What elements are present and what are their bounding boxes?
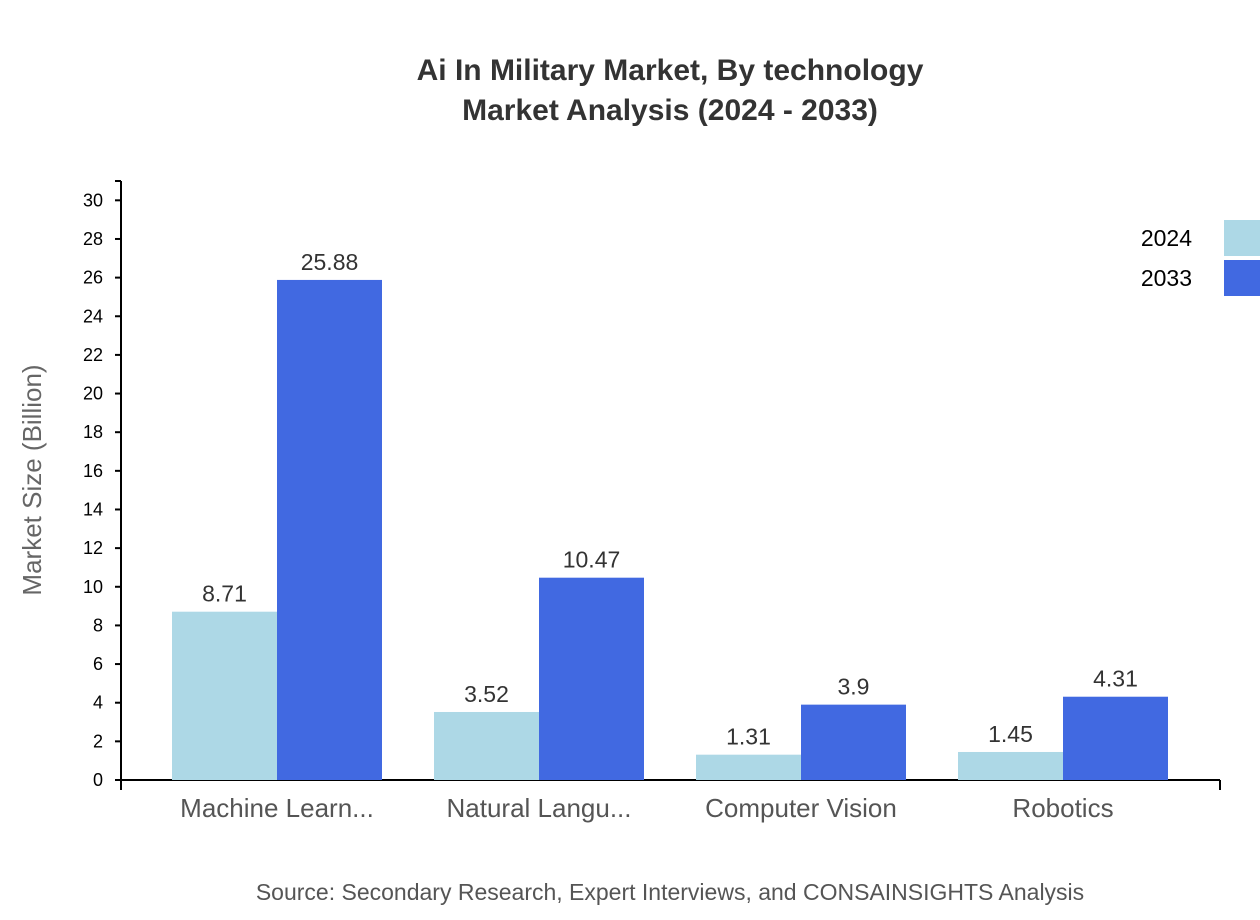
y-tick-label: 4 xyxy=(93,693,103,713)
y-tick-label: 6 xyxy=(93,654,103,674)
legend-label: 2024 xyxy=(1141,225,1192,251)
chart-title: Ai In Military Market, By technology xyxy=(417,54,924,87)
bars: 8.71 25.88 3.52 10.47 1.31 3.9 1.45 4.31 xyxy=(172,249,1168,780)
y-tick-label: 8 xyxy=(93,615,103,635)
y-axis-label: Market Size (Billion) xyxy=(17,364,47,595)
legend-label: 2033 xyxy=(1141,265,1192,291)
x-tick-label: Natural Langu... xyxy=(446,793,631,823)
bar-2024 xyxy=(172,611,277,780)
source-note: Source: Secondary Research, Expert Inter… xyxy=(256,879,1084,905)
y-tick-label: 12 xyxy=(83,538,103,558)
x-tick-label: Machine Learn... xyxy=(180,793,374,823)
legend-swatch xyxy=(1224,260,1260,296)
bar-2033 xyxy=(539,577,644,780)
chart-subtitle: Market Analysis (2024 - 2033) xyxy=(462,94,878,127)
bar-2024 xyxy=(958,751,1063,780)
data-label: 25.88 xyxy=(301,249,359,275)
y-tick-label: 18 xyxy=(83,422,103,442)
x-tick-label: Robotics xyxy=(1012,793,1113,823)
y-tick-label: 22 xyxy=(83,345,103,365)
y-tick-label: 20 xyxy=(83,384,103,404)
bar-2024 xyxy=(696,754,801,780)
y-tick-label: 16 xyxy=(83,461,103,481)
bar-2033 xyxy=(1063,696,1168,780)
x-tick-label: Computer Vision xyxy=(705,793,897,823)
y-tick-label: 24 xyxy=(83,306,103,326)
data-label: 1.45 xyxy=(988,721,1033,747)
data-label: 1.31 xyxy=(726,724,771,750)
y-tick-label: 2 xyxy=(93,731,103,751)
data-label: 10.47 xyxy=(563,547,621,573)
data-label: 3.9 xyxy=(838,674,870,700)
bar-2024 xyxy=(434,711,539,780)
y-tick-label: 10 xyxy=(83,577,103,597)
y-tick-label: 14 xyxy=(83,499,103,519)
data-label: 3.52 xyxy=(464,681,509,707)
data-label: 4.31 xyxy=(1093,666,1138,692)
y-tick-label: 30 xyxy=(83,190,103,210)
y-tick-label: 0 xyxy=(93,770,103,790)
bar-2033 xyxy=(801,704,906,780)
legend-swatch xyxy=(1224,220,1260,256)
data-label: 8.71 xyxy=(202,581,247,607)
y-tick-label: 28 xyxy=(83,229,103,249)
y-tick-label: 26 xyxy=(83,268,103,288)
legend: 2024 2033 xyxy=(1141,220,1260,296)
x-axis: Machine Learn... Natural Langu... Computer… xyxy=(120,779,1221,823)
bar-2033 xyxy=(277,279,382,780)
